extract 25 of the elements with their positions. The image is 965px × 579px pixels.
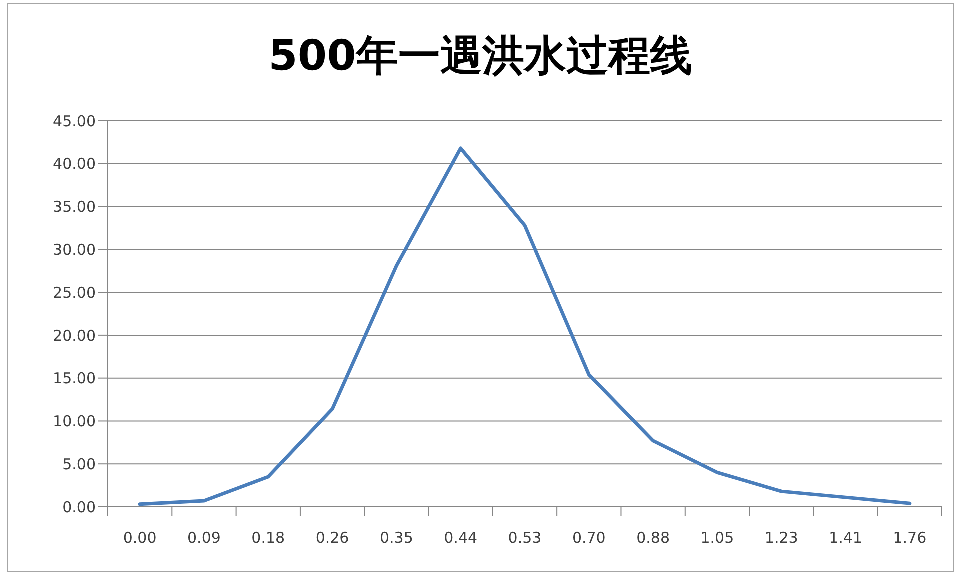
y-tick-label: 40.00 (53, 155, 96, 174)
y-tick-label: 35.00 (53, 198, 96, 216)
y-tick-label: 25.00 (53, 284, 96, 302)
y-tick-label: 5.00 (62, 455, 96, 474)
x-tick-label: 0.35 (380, 529, 414, 547)
x-tick-label: 1.05 (700, 529, 734, 547)
x-tick-label: 0.00 (123, 529, 157, 547)
x-tick-label: 0.53 (508, 529, 542, 547)
chart-title: 500年一遇洪水过程线 (268, 30, 694, 82)
y-tick-label: 10.00 (53, 412, 96, 431)
y-tick-label: 0.00 (62, 498, 96, 516)
x-tick-label: 1.23 (764, 529, 798, 547)
x-tick-label: 0.18 (252, 529, 286, 547)
x-tick-label: 1.41 (829, 529, 862, 547)
line-series (138, 146, 912, 506)
y-tick-label: 45.00 (53, 112, 96, 130)
x-tick-label: 0.09 (188, 529, 221, 547)
x-tick-label: 0.44 (444, 529, 478, 547)
x-tick-label: 0.70 (572, 529, 606, 547)
y-tick-label: 15.00 (53, 370, 96, 388)
x-tick-label: 0.26 (316, 529, 350, 547)
x-tick-label: 1.76 (893, 529, 927, 547)
y-tick-label: 20.00 (53, 326, 96, 345)
y-tick-label: 30.00 (53, 240, 96, 259)
x-tick-label: 0.88 (636, 529, 670, 547)
